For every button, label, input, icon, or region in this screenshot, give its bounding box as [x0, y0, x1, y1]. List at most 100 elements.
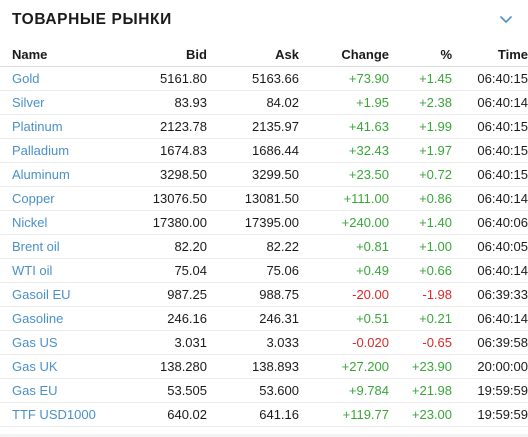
commodity-name-link[interactable]: Gas US — [0, 330, 122, 355]
bid-cell: 640.02 — [122, 402, 207, 427]
time-cell: 06:40:15 — [452, 114, 528, 139]
time-cell: 06:40:14 — [452, 258, 528, 283]
change-cell: -20.00 — [299, 282, 389, 307]
column-header-time[interactable]: Time — [452, 42, 528, 67]
change-cell: +32.43 — [299, 138, 389, 163]
table-row[interactable]: Aluminum 3298.50 3299.50 +23.50 +0.72 06:40:1… — [0, 162, 528, 187]
commodity-name-link[interactable]: Platinum — [0, 114, 122, 139]
bid-cell: 246.16 — [122, 306, 207, 331]
bid-cell: 17380.00 — [122, 210, 207, 235]
widget-title: ТОВАРНЫЕ РЫНКИ — [12, 11, 172, 28]
time-cell: 06:40:14 — [452, 306, 528, 331]
horizontal-scrollbar[interactable] — [0, 434, 528, 437]
time-cell: 06:40:15 — [452, 66, 528, 91]
commodity-name-link[interactable]: Aluminum — [0, 162, 122, 187]
change-cell: +9.784 — [299, 378, 389, 403]
table-row[interactable]: Platinum 2123.78 2135.97 +41.63 +1.99 06:40:1… — [0, 114, 528, 139]
table-row[interactable]: Gasoil EU 987.25 988.75 -20.00 -1.98 06:39:33 — [0, 282, 528, 307]
percent-cell: -0.65 — [389, 330, 452, 355]
percent-cell: +0.72 — [389, 162, 452, 187]
change-cell: +240.00 — [299, 210, 389, 235]
commodity-name-link[interactable]: WTI oil — [0, 258, 122, 283]
bid-cell: 3.031 — [122, 330, 207, 355]
commodity-name-link[interactable]: Gasoil EU — [0, 282, 122, 307]
bid-cell: 75.04 — [122, 258, 207, 283]
ask-cell: 13081.50 — [207, 186, 299, 211]
table-row[interactable]: Silver 83.93 84.02 +1.95 +2.38 06:40:14 — [0, 90, 528, 115]
percent-cell: +0.21 — [389, 306, 452, 331]
time-cell: 20:00:00 — [452, 354, 528, 379]
percent-cell: +1.99 — [389, 114, 452, 139]
commodity-name-link[interactable]: Gasoline — [0, 306, 122, 331]
table-row[interactable]: Gas US 3.031 3.033 -0.020 -0.65 06:39:58 — [0, 330, 528, 355]
percent-cell: +23.90 — [389, 354, 452, 379]
table-row[interactable]: Nickel 17380.00 17395.00 +240.00 +1.40 06:40:… — [0, 210, 528, 235]
change-cell: -0.020 — [299, 330, 389, 355]
table-row[interactable]: Gold 5161.80 5163.66 +73.90 +1.45 06:40:15 — [0, 66, 528, 91]
percent-cell: +0.86 — [389, 186, 452, 211]
ask-cell: 2135.97 — [207, 114, 299, 139]
bid-cell: 82.20 — [122, 234, 207, 259]
column-header-name[interactable]: Name — [0, 42, 122, 67]
commodity-name-link[interactable]: Brent oil — [0, 234, 122, 259]
bid-cell: 13076.50 — [122, 186, 207, 211]
percent-cell: +1.00 — [389, 234, 452, 259]
change-cell: +23.50 — [299, 162, 389, 187]
change-cell: +73.90 — [299, 66, 389, 91]
bid-cell: 3298.50 — [122, 162, 207, 187]
percent-cell: +21.98 — [389, 378, 452, 403]
table-header-row: Name Bid Ask Change % Time — [0, 42, 528, 67]
chevron-down-icon[interactable] — [496, 10, 516, 30]
change-cell: +41.63 — [299, 114, 389, 139]
commodity-name-link[interactable]: Gas EU — [0, 378, 122, 403]
change-cell: +0.81 — [299, 234, 389, 259]
table-row[interactable]: Brent oil 82.20 82.22 +0.81 +1.00 06:40:05 — [0, 234, 528, 259]
change-cell: +111.00 — [299, 186, 389, 211]
commodity-name-link[interactable]: Gas UK — [0, 354, 122, 379]
table-row[interactable]: Copper 13076.50 13081.50 +111.00 +0.86 06:40:… — [0, 186, 528, 211]
bid-cell: 138.280 — [122, 354, 207, 379]
table-body: Gold 5161.80 5163.66 +73.90 +1.45 06:40:15 Sil… — [0, 66, 528, 427]
time-cell: 06:40:06 — [452, 210, 528, 235]
time-cell: 06:39:33 — [452, 282, 528, 307]
commodity-name-link[interactable]: Palladium — [0, 138, 122, 163]
bid-cell: 1674.83 — [122, 138, 207, 163]
bid-cell: 53.505 — [122, 378, 207, 403]
time-cell: 06:40:14 — [452, 186, 528, 211]
percent-cell: +1.45 — [389, 66, 452, 91]
ask-cell: 1686.44 — [207, 138, 299, 163]
ask-cell: 53.600 — [207, 378, 299, 403]
commodity-name-link[interactable]: Nickel — [0, 210, 122, 235]
bid-cell: 2123.78 — [122, 114, 207, 139]
commodity-name-link[interactable]: Silver — [0, 90, 122, 115]
column-header-change[interactable]: Change — [299, 42, 389, 67]
time-cell: 06:39:58 — [452, 330, 528, 355]
table-row[interactable]: Gas UK 138.280 138.893 +27.200 +23.90 20:00:0… — [0, 354, 528, 379]
time-cell: 06:40:15 — [452, 138, 528, 163]
column-header-bid[interactable]: Bid — [122, 42, 207, 67]
column-header-percent[interactable]: % — [389, 42, 452, 67]
table-row[interactable]: Gas EU 53.505 53.600 +9.784 +21.98 19:59:59 — [0, 378, 528, 403]
table-row[interactable]: Gasoline 246.16 246.31 +0.51 +0.21 06:40:14 — [0, 306, 528, 331]
change-cell: +27.200 — [299, 354, 389, 379]
commodities-table: Name Bid Ask Change % Time Gold 5161.80 51… — [0, 42, 528, 427]
ask-cell: 17395.00 — [207, 210, 299, 235]
time-cell: 06:40:05 — [452, 234, 528, 259]
change-cell: +0.51 — [299, 306, 389, 331]
percent-cell: +2.38 — [389, 90, 452, 115]
ask-cell: 5163.66 — [207, 66, 299, 91]
time-cell: 06:40:15 — [452, 162, 528, 187]
table-row[interactable]: WTI oil 75.04 75.06 +0.49 +0.66 06:40:14 — [0, 258, 528, 283]
change-cell: +119.77 — [299, 402, 389, 427]
commodity-name-link[interactable]: TTF USD1000 — [0, 402, 122, 427]
time-cell: 06:40:14 — [452, 90, 528, 115]
table-row[interactable]: Palladium 1674.83 1686.44 +32.43 +1.97 06:40:… — [0, 138, 528, 163]
ask-cell: 75.06 — [207, 258, 299, 283]
bid-cell: 83.93 — [122, 90, 207, 115]
commodity-name-link[interactable]: Gold — [0, 66, 122, 91]
table-row[interactable]: TTF USD1000 640.02 641.16 +119.77 +23.00 19:5… — [0, 402, 528, 427]
ask-cell: 138.893 — [207, 354, 299, 379]
commodity-name-link[interactable]: Copper — [0, 186, 122, 211]
ask-cell: 3.033 — [207, 330, 299, 355]
column-header-ask[interactable]: Ask — [207, 42, 299, 67]
